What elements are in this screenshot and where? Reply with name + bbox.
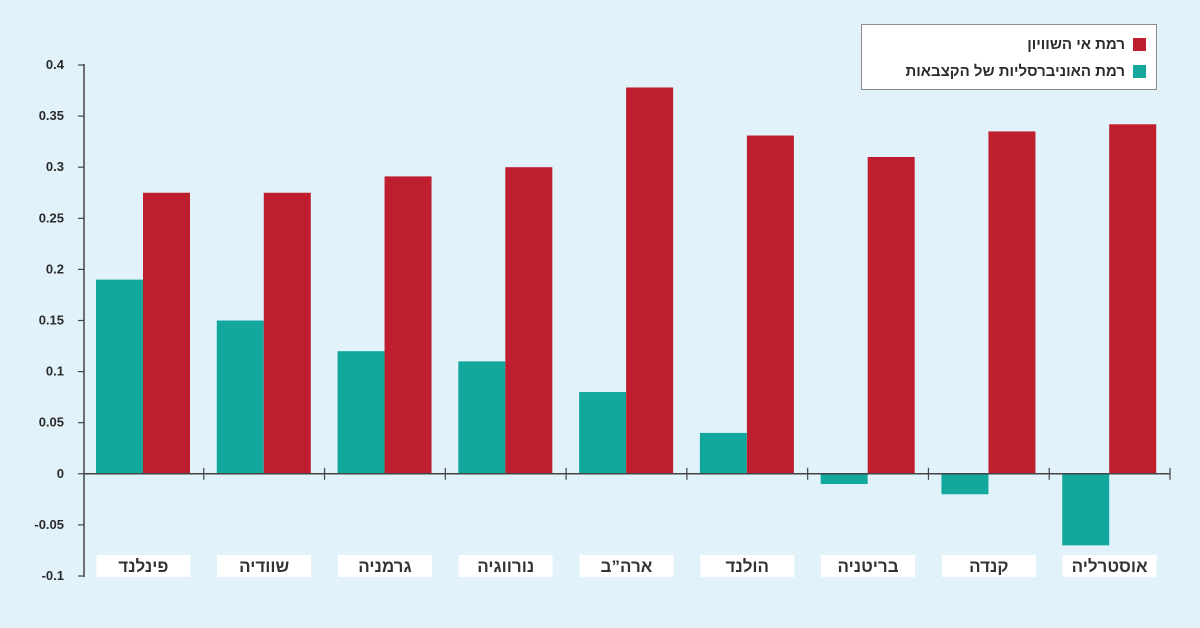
bar-inequality-5: [626, 87, 674, 474]
category-label-8: קנדה: [969, 557, 1008, 576]
category-label-bg: [96, 555, 191, 577]
category-label-bg: [700, 555, 795, 577]
bar-universality-1: [96, 279, 143, 474]
bars-layer: [96, 87, 1157, 546]
category-label-3: גרמניה: [358, 557, 411, 576]
y-tick-label: 0.3: [46, 159, 64, 174]
bar-inequality-3: [384, 176, 432, 474]
bar-universality-5: [579, 392, 627, 474]
legend: רמת אי השוויון רמת האוניברסליות של הקצבא…: [861, 24, 1157, 90]
category-label-6: הולנד: [725, 557, 769, 576]
bar-inequality-6: [746, 135, 794, 474]
category-label-1: פינלנד: [118, 557, 168, 576]
bar-universality-6: [699, 432, 747, 474]
y-tick-label: 0.25: [39, 210, 64, 225]
category-label-7: בריטניה: [837, 557, 898, 576]
bar-universality-3: [337, 351, 385, 474]
bar-inequality-7: [867, 156, 915, 474]
y-tick-label: 0.2: [46, 261, 64, 276]
category-labels-layer: פינלנד שוודיה גרמניה נורווגיה ארה”ב הולנד בריט…: [96, 555, 1157, 577]
category-label-5: ארה”ב: [601, 557, 653, 576]
y-tick-label: 0.4: [46, 57, 65, 72]
y-tick-label: -0.05: [34, 517, 64, 532]
bar-universality-8: [941, 473, 989, 495]
legend-item-universality: רמת האוניברסליות של הקצבאות: [872, 58, 1146, 85]
bar-inequality-9: [1109, 124, 1157, 474]
bar-inequality-4: [505, 167, 553, 474]
category-label-9: אוסטרליה: [1072, 557, 1148, 576]
y-tick-label: 0.1: [46, 364, 64, 379]
bar-universality-4: [458, 361, 506, 474]
y-tick-label: 0.15: [39, 313, 64, 328]
bar-inequality-2: [263, 192, 311, 474]
y-tick-label: 0.05: [39, 415, 64, 430]
legend-swatch-universality: [1133, 65, 1146, 78]
legend-item-inequality: רמת אי השוויון: [872, 31, 1146, 58]
category-label-bg: [821, 555, 916, 577]
y-tick-label: 0: [57, 466, 64, 481]
category-label-bg: [217, 555, 312, 577]
category-label-bg: [1062, 555, 1157, 577]
bar-universality-2: [216, 320, 264, 474]
legend-label-inequality: רמת אי השוויון: [1027, 36, 1125, 53]
category-label-4: נורווגיה: [477, 557, 534, 576]
bar-universality-7: [820, 473, 868, 485]
bar-inequality-8: [988, 131, 1036, 474]
bar-inequality-1: [143, 192, 190, 474]
category-label-bg: [941, 555, 1036, 577]
legend-label-universality: רמת האוניברסליות של הקצבאות: [905, 63, 1125, 80]
category-label-2: שוודיה: [239, 557, 289, 576]
category-label-bg: [579, 555, 674, 577]
legend-swatch-inequality: [1133, 38, 1146, 51]
y-tick-label: 0.35: [39, 108, 64, 123]
category-label-bg: [458, 555, 553, 577]
axes-layer: 0.4 0.35 0.3 0.25 0.2 0.15 0.1 0.05 0 -0.05 -0.1: [34, 57, 1171, 583]
bar-universality-9: [1062, 473, 1110, 546]
category-label-bg: [337, 555, 432, 577]
y-tick-label: -0.1: [42, 568, 64, 583]
